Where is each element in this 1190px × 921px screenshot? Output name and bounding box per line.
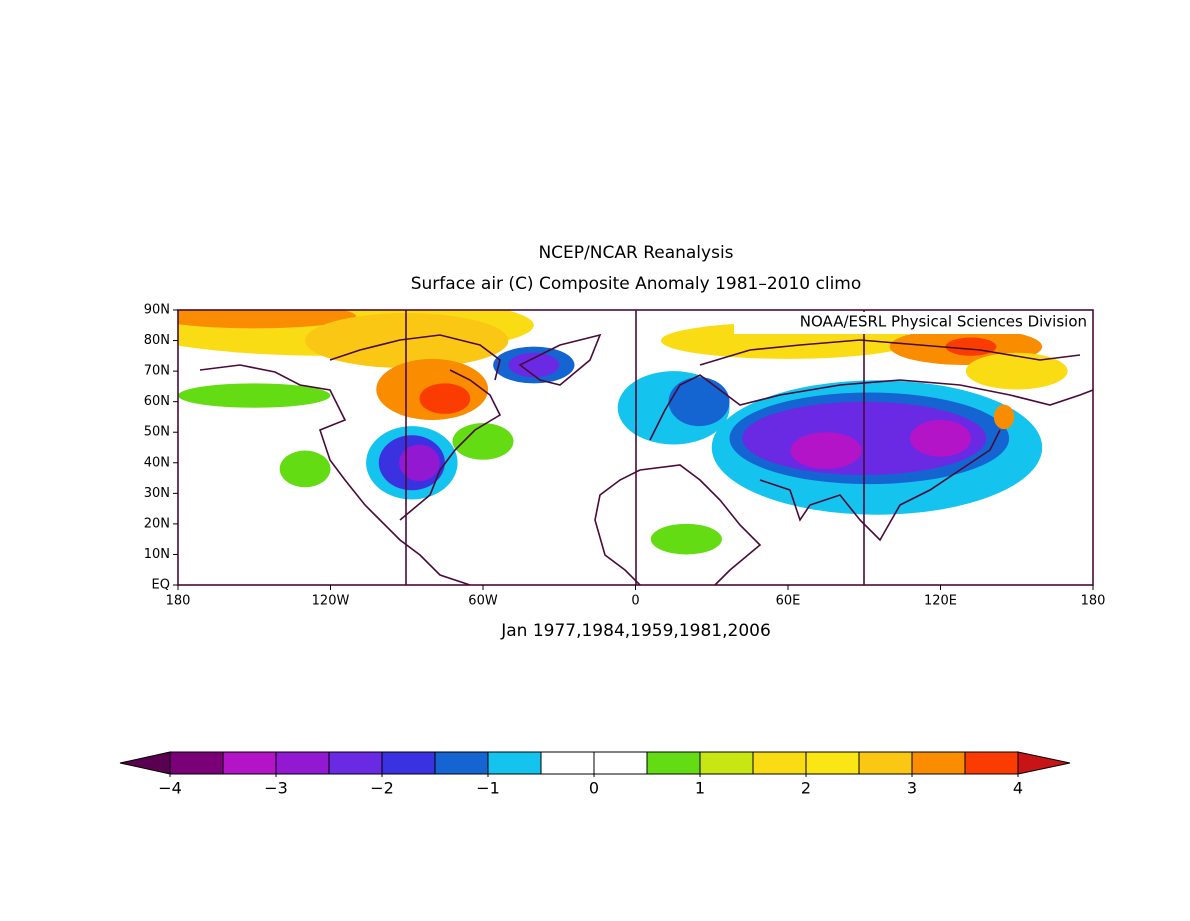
- x-tick-label: 60W: [468, 594, 498, 609]
- anomaly-region: [910, 420, 971, 457]
- coastline: [639, 464, 762, 585]
- coastline: [594, 469, 641, 585]
- y-tick-label: 20N: [144, 516, 170, 531]
- x-tick-label: 60E: [776, 594, 801, 609]
- coastlines: [199, 333, 1093, 585]
- chart-subtitle: Surface air (C) Composite Anomaly 1981–2…: [411, 274, 862, 294]
- colorbar-box: [858, 751, 913, 775]
- anomaly-shading: [178, 310, 1068, 555]
- coastline: [649, 374, 1093, 441]
- colorbar-box: [540, 751, 595, 775]
- colorbar-box: [328, 751, 383, 775]
- y-tick-label: 70N: [144, 364, 170, 379]
- coastline: [329, 334, 501, 381]
- colorbar-label: −4: [158, 779, 182, 798]
- y-tick-label: 50N: [144, 425, 170, 440]
- y-tick-label: 40N: [144, 455, 170, 470]
- credit-box: [734, 312, 1090, 334]
- coastline: [759, 429, 1001, 542]
- reference-meridians: [405, 310, 865, 585]
- anomaly-region: [668, 377, 730, 427]
- y-tick-label: 10N: [144, 547, 170, 562]
- colorbar-box: [699, 751, 754, 775]
- colorbar-label: 2: [801, 779, 811, 798]
- colorbar-box: [646, 751, 701, 775]
- anomaly-region: [452, 423, 514, 460]
- coastline: [518, 333, 602, 386]
- colorbar-over: [1017, 751, 1071, 775]
- colorbar-label: −1: [476, 779, 500, 798]
- colorbar-label: 4: [1013, 779, 1023, 798]
- y-tick-label: 90N: [144, 303, 170, 318]
- y-tick-label: 30N: [144, 486, 170, 501]
- y-tick-label: 80N: [144, 333, 170, 348]
- chart-title: NCEP/NCAR Reanalysis: [538, 243, 733, 263]
- colorbar-box: [381, 751, 436, 775]
- x-tick-label: 120E: [924, 594, 957, 609]
- coastline: [199, 364, 471, 585]
- anomaly-region: [178, 383, 331, 408]
- caption: Jan 1977,1984,1959,1981,2006: [500, 621, 771, 641]
- credit: NOAA/ESRL Physical Sciences Division: [800, 313, 1087, 331]
- anomaly-region: [178, 310, 356, 329]
- colorbar-box: [222, 751, 277, 775]
- y-tick-label: EQ: [152, 578, 170, 593]
- colorbar-box: [805, 751, 860, 775]
- anomaly-region: [993, 404, 1015, 430]
- colorbar-label: −3: [264, 779, 288, 798]
- anomaly-region: [650, 523, 722, 555]
- x-tick-label: 120W: [312, 594, 350, 609]
- anomaly-region: [419, 383, 471, 414]
- coastline: [399, 369, 502, 521]
- anomaly-region: [279, 450, 331, 488]
- colorbar-label: 3: [907, 779, 917, 798]
- colorbar-box: [487, 751, 542, 775]
- coastline: [699, 339, 1081, 366]
- colorbar-box: [434, 751, 489, 775]
- axes: EQ 10N 20N 30N 40N 50N 60N 70N 80N 90N 180 120W 60W 0…: [144, 303, 1106, 609]
- colorbar-label: 1: [695, 779, 705, 798]
- anomaly-region: [790, 432, 862, 469]
- anomaly-region: [945, 337, 997, 356]
- colorbar: −4 −3 −2 −1 0 1 2 3 4: [119, 751, 1071, 798]
- colorbar-label: 0: [589, 779, 599, 798]
- colorbar-box: [911, 751, 966, 775]
- x-tick-label: 180: [166, 594, 191, 609]
- anomaly-region: [508, 352, 560, 378]
- colorbar-box: [169, 751, 224, 775]
- colorbar-box: [275, 751, 330, 775]
- colorbar-box: [752, 751, 807, 775]
- x-tick-label: 180: [1081, 594, 1106, 609]
- colorbar-under: [119, 751, 171, 775]
- colorbar-box: [593, 751, 648, 775]
- anomaly-region: [965, 352, 1068, 390]
- y-tick-label: 60N: [144, 394, 170, 409]
- colorbar-label: −2: [370, 779, 394, 798]
- colorbar-box: [964, 751, 1019, 775]
- x-tick-label: 0: [631, 594, 639, 609]
- anomaly-region: [399, 444, 440, 482]
